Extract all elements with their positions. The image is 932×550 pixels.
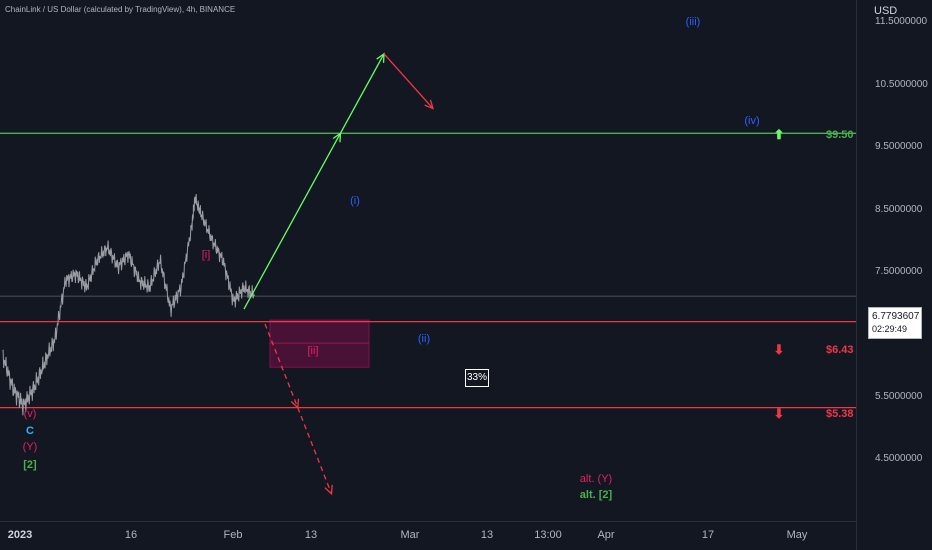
- wave-label-alt-2: alt. [2]: [579, 489, 613, 501]
- projection-midpoint-chevron: [290, 398, 300, 410]
- x-tick-label: 13:00: [534, 529, 562, 541]
- projection-midpoint-chevron: [332, 131, 342, 143]
- wave-label-y: (Y): [22, 441, 38, 453]
- x-tick-label: Feb: [223, 529, 243, 541]
- wave-label-ii-bracket: [ii]: [307, 345, 319, 357]
- x-tick-label: 16: [124, 529, 138, 541]
- projection-arrowhead: [324, 484, 333, 496]
- y-tick-label: 8.5000000: [875, 204, 923, 215]
- y-tick-label: 4.5000000: [875, 453, 923, 464]
- wave-label-v: (v): [23, 408, 37, 420]
- down-arrow-icon: ⬇: [773, 342, 785, 357]
- y-tick-label: 7.5000000: [875, 266, 923, 277]
- x-tick-label: 13: [480, 529, 494, 541]
- support-level-label: $6.43: [826, 344, 854, 356]
- up-arrow-icon: ⬆: [773, 127, 785, 142]
- currency-label: USD: [874, 5, 898, 17]
- x-tick-label: 13: [304, 529, 318, 541]
- x-tick-label: 2023: [7, 529, 33, 541]
- wave-label-iii: (iii): [685, 16, 701, 28]
- down-arrow-icon: ⬇: [773, 406, 785, 421]
- wave-label-2: [2]: [23, 459, 37, 471]
- chart-title: ChainLink / US Dollar (calculated by Tra…: [5, 5, 236, 14]
- x-tick-label: 17: [701, 529, 715, 541]
- price-series-line: [2, 193, 255, 416]
- candle-countdown: 02:29:49: [872, 324, 908, 334]
- stop-level-label: $5.38: [826, 408, 854, 420]
- correction-projection: [383, 53, 434, 109]
- x-tick-label: May: [786, 529, 808, 541]
- y-tick-label: 10.5000000: [875, 79, 928, 90]
- wave-label-ii-paren: (ii): [417, 333, 431, 345]
- current-price-value: 6.7793607: [872, 311, 920, 322]
- y-tick-label: 9.5000000: [875, 141, 923, 152]
- wave-label-c: C: [26, 425, 34, 437]
- wave-label-iv: (iv): [744, 115, 760, 127]
- time-axis[interactable]: [0, 521, 856, 550]
- wave-label-alt-y: alt. (Y): [579, 473, 613, 485]
- target-level-label: $9.50: [826, 129, 854, 141]
- bullish-projection: [243, 53, 385, 310]
- current-price-badge: 6.7793607 02:29:49: [868, 307, 922, 339]
- price-axis[interactable]: [856, 0, 932, 550]
- wave-label-i-paren: (i): [350, 195, 360, 207]
- y-tick-label: 5.5000000: [875, 391, 923, 402]
- x-tick-label: Apr: [597, 529, 615, 541]
- wave-label-i-bracket: [i]: [201, 249, 211, 261]
- x-tick-label: Mar: [400, 529, 420, 541]
- projection-arrowhead: [424, 99, 434, 110]
- y-tick-label: 11.5000000: [875, 16, 928, 27]
- probability-badge: 33%: [465, 369, 489, 387]
- demand-zone: [269, 319, 370, 368]
